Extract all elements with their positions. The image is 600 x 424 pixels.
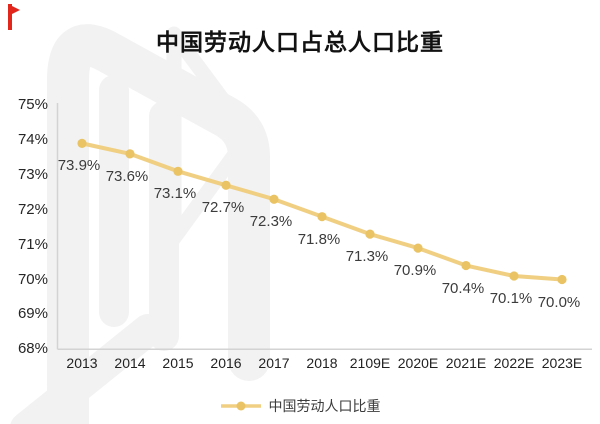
data-label: 71.3% <box>345 248 389 266</box>
data-label: 72.3% <box>249 213 293 231</box>
data-point <box>221 180 231 190</box>
legend-line-marker <box>220 401 261 411</box>
data-point <box>125 149 135 159</box>
x-axis-tick: 2017 <box>258 355 290 371</box>
x-axis-tick: 2021E <box>445 355 487 371</box>
y-axis-tick: 75% <box>17 96 48 113</box>
x-axis-tick: 2016 <box>210 355 242 371</box>
data-label: 70.0% <box>537 293 581 311</box>
x-axis-tick: 2109E <box>349 355 391 371</box>
data-label: 72.7% <box>201 199 245 217</box>
data-label: 70.9% <box>393 262 437 280</box>
data-label: 71.8% <box>297 230 341 248</box>
data-label: 73.1% <box>153 185 197 203</box>
y-axis-tick: 72% <box>17 200 48 218</box>
y-axis-tick: 74% <box>17 130 48 148</box>
data-point <box>557 274 567 285</box>
data-point <box>413 243 423 253</box>
legend-series-label: 中国劳动人口比重 <box>268 398 381 414</box>
x-axis-tick: 2023E <box>541 355 583 371</box>
chart-legend: 中国劳动人口比重 <box>0 395 600 417</box>
x-axis-tick: 2018 <box>306 355 338 371</box>
data-label: 70.1% <box>489 290 533 307</box>
series-line <box>80 141 564 282</box>
data-point <box>509 271 519 281</box>
x-axis-tick: 2013 <box>66 355 98 371</box>
data-label: 73.9% <box>57 157 101 175</box>
data-point <box>461 260 471 271</box>
data-label: 70.4% <box>441 279 485 297</box>
x-axis-tick: 2014 <box>114 355 146 371</box>
y-axis-tick: 73% <box>17 165 48 183</box>
y-axis-tick: 68% <box>17 340 48 358</box>
data-point <box>77 138 87 148</box>
chart-title: 中国劳动人口占总人口比重 <box>156 29 444 55</box>
x-axis-tick: 2022E <box>493 355 535 371</box>
red-corner-brand-mark <box>8 4 20 30</box>
data-point <box>365 229 375 239</box>
data-label: 73.6% <box>105 167 149 185</box>
y-axis-tick: 71% <box>17 235 48 253</box>
data-point <box>173 166 183 176</box>
x-axis-tick: 2015 <box>162 355 194 371</box>
data-point <box>317 212 327 222</box>
y-axis-tick: 69% <box>17 305 48 323</box>
x-axis-tick: 2020E <box>397 355 439 371</box>
data-point <box>269 194 279 204</box>
y-axis-tick: 70% <box>17 270 48 288</box>
